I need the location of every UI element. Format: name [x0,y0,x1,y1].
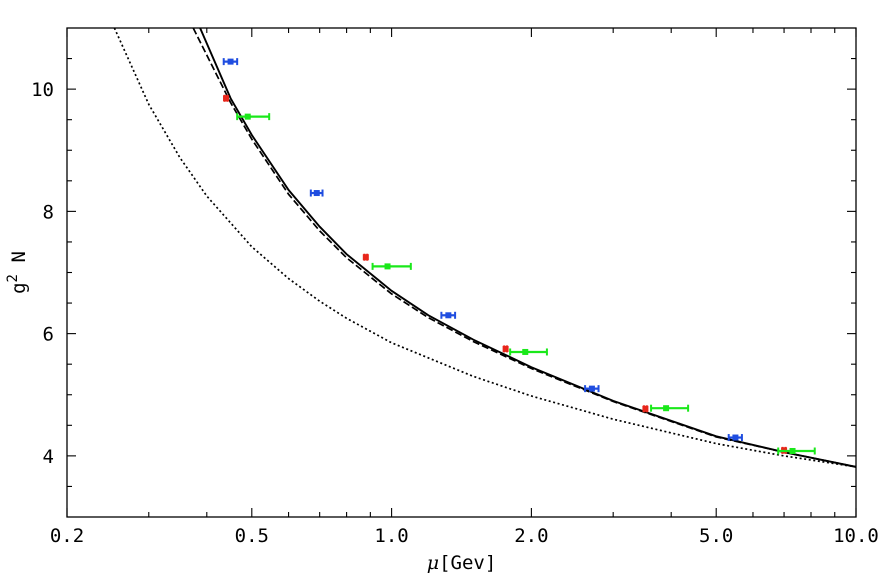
series-0-point-0 [223,94,230,102]
series-0-point-3 [642,405,649,413]
series-2-point-3 [650,404,690,412]
series-0-point-2 [502,345,509,353]
x-tick-label: 0.5 [235,525,269,547]
data-point-marker [732,434,739,441]
series-2-point-4 [777,447,816,455]
x-tick-label: 0.2 [50,525,84,547]
series-2-point-2 [509,348,548,356]
y-axis-label-base: g [8,282,30,293]
series-1-point-1 [309,189,324,197]
data-point-marker [313,190,320,197]
x-axis-label-unit: Gev [451,552,485,574]
curve-dotted [113,28,856,468]
y-axis-label: g2 N [5,251,30,294]
data-point-marker [227,58,234,65]
data-point-marker [384,263,391,270]
data-point-marker [445,312,452,319]
data-point-marker [663,405,670,412]
series-0-point-1 [362,253,369,261]
x-tick-label: 1.0 [374,525,408,547]
x-axis-label-symbol: μ [427,552,439,574]
curve-dashed [192,28,856,468]
data-point-marker [588,385,595,392]
y-tick-label: 4 [43,446,54,468]
data-point-marker [642,405,649,412]
x-tick-label: 10.0 [833,525,879,547]
y-tick-label: 8 [43,201,54,223]
data-point-marker [223,95,230,102]
data-point-marker [522,348,529,355]
y-tick-label: 6 [43,324,54,346]
series-2-point-0 [236,113,271,121]
series-1-point-2 [440,311,457,319]
ticks-layer [66,28,857,517]
x-axis-label-close: ] [485,552,496,574]
data-point-marker [244,113,251,120]
curves-layer [113,28,856,468]
series-1-point-4 [727,434,743,442]
tick-labels-layer: 0.2 0.5 1.0 2.0 5.0 10.0 4 6 8 10 [31,79,879,547]
data-series-layer [222,58,816,455]
series-1-point-0 [222,58,239,66]
y-axis-label-superscript: 2 [5,274,21,282]
x-tick-label: 2.0 [514,525,548,547]
series-2-point-1 [371,262,412,270]
data-point-marker [502,345,509,352]
series-1-point-3 [584,385,600,393]
data-point-marker [362,254,369,261]
x-tick-label: 5.0 [699,525,733,547]
y-tick-label: 10 [31,79,54,101]
x-axis-label: μ[Gev] [427,552,497,574]
data-point-marker [789,447,796,454]
y-axis-label-tail: N [8,251,30,274]
x-axis-label-open: [ [439,552,450,574]
